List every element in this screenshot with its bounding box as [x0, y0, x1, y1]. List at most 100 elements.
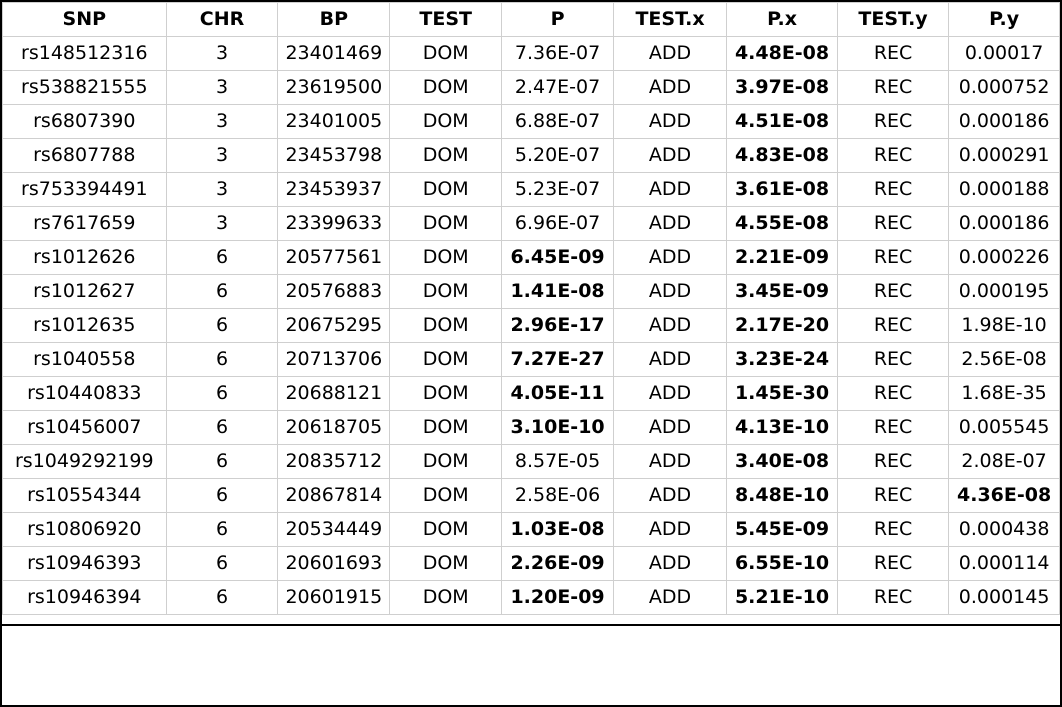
table-cell-test: DOM [389, 206, 503, 241]
table-cell-p: 1.20E-09 [501, 580, 614, 615]
table-cell-test-y: REC [836, 274, 950, 309]
table-cell-test-y: REC [836, 36, 950, 71]
table-row: rs1049292199 6 20835712 DOM 8.57E-05 ADD 3.40E… [2, 444, 1060, 479]
table-cell-p-y: 1.68E-35 [948, 376, 1060, 411]
table-cell-p-y: 0.000186 [948, 104, 1060, 139]
table-cell-p-x: 3.61E-08 [726, 172, 838, 207]
table-cell-test-y: REC [836, 342, 950, 377]
table-cell-p: 6.88E-07 [501, 104, 614, 139]
table-cell-test: DOM [389, 308, 503, 343]
table-cell-chr: 6 [165, 274, 279, 309]
table-cell-test: DOM [389, 138, 503, 173]
column-header-bp: BP [277, 2, 391, 37]
table-cell-chr: 3 [165, 206, 279, 241]
table-cell-test: DOM [389, 376, 503, 411]
table-cell-snp: rs10946394 [2, 580, 167, 615]
table-cell-test-x: ADD [612, 138, 728, 173]
table-cell-test-x: ADD [612, 376, 728, 411]
table-body: rs148512316 3 23401469 DOM 7.36E-07 ADD 4.48E-… [2, 36, 1060, 615]
table-cell-test-x: ADD [612, 172, 728, 207]
table-cell-p-x: 4.48E-08 [726, 36, 838, 71]
column-header-p: P [501, 2, 614, 37]
table-cell-p: 1.03E-08 [501, 512, 614, 547]
column-header-test-y: TEST.y [836, 2, 950, 37]
table-cell-p-x: 4.13E-10 [726, 410, 838, 445]
table-cell-test-y: REC [836, 376, 950, 411]
table-cell-test-x: ADD [612, 104, 728, 139]
table-cell-test-y: REC [836, 410, 950, 445]
table-cell-test: DOM [389, 70, 503, 105]
table-cell-test-x: ADD [612, 274, 728, 309]
table-cell-test-x: ADD [612, 342, 728, 377]
table-cell-bp: 20618705 [277, 410, 391, 445]
table-cell-bp: 20601693 [277, 546, 391, 581]
table-cell-p-x: 3.40E-08 [726, 444, 838, 479]
table-cell-test-x: ADD [612, 410, 728, 445]
table-row: rs1040558 6 20713706 DOM 7.27E-27 ADD 3.23E-24… [2, 342, 1060, 377]
table-cell-test-x: ADD [612, 206, 728, 241]
table-cell-test: DOM [389, 36, 503, 71]
table-cell-test-x: ADD [612, 444, 728, 479]
table-cell-p-y: 0.00017 [948, 36, 1060, 71]
table-cell-test: DOM [389, 512, 503, 547]
table-row: rs1012635 6 20675295 DOM 2.96E-17 ADD 2.17E-20… [2, 308, 1060, 343]
table-cell-p-y: 0.000226 [948, 240, 1060, 275]
table-cell-test: DOM [389, 274, 503, 309]
table-cell-test-y: REC [836, 172, 950, 207]
table-cell-chr: 6 [165, 410, 279, 445]
table-cell-test-x: ADD [612, 240, 728, 275]
table-cell-snp: rs10440833 [2, 376, 167, 411]
table-cell-test-y: REC [836, 240, 950, 275]
table-cell-snp: rs6807390 [2, 104, 167, 139]
table-cell-test-x: ADD [612, 580, 728, 615]
table-cell-test-y: REC [836, 478, 950, 513]
table-row: rs1012627 6 20576883 DOM 1.41E-08 ADD 3.45E-09… [2, 274, 1060, 309]
table-cell-snp: rs148512316 [2, 36, 167, 71]
table-cell-chr: 6 [165, 376, 279, 411]
column-header-p-y: P.y [948, 2, 1060, 37]
table-cell-test: DOM [389, 478, 503, 513]
table-cell-bp: 20688121 [277, 376, 391, 411]
snp-results-table: SNP CHR BP TEST P TEST.x P.x TEST.y P.y rs148512… [2, 2, 1060, 615]
table-cell-test: DOM [389, 104, 503, 139]
table-cell-p-x: 4.51E-08 [726, 104, 838, 139]
table-cell-p: 4.05E-11 [501, 376, 614, 411]
table-cell-snp: rs10946393 [2, 546, 167, 581]
table-cell-test-y: REC [836, 104, 950, 139]
table-cell-p-x: 4.55E-08 [726, 206, 838, 241]
table-cell-test-y: REC [836, 580, 950, 615]
table-cell-p-x: 2.21E-09 [726, 240, 838, 275]
table-header-row: SNP CHR BP TEST P TEST.x P.x TEST.y P.y [2, 2, 1060, 37]
table-cell-p-y: 4.36E-08 [948, 478, 1060, 513]
table-row: rs753394491 3 23453937 DOM 5.23E-07 ADD 3.61E-… [2, 172, 1060, 207]
column-header-p-x: P.x [726, 2, 838, 37]
table-cell-snp: rs1012635 [2, 308, 167, 343]
table-cell-bp: 23453937 [277, 172, 391, 207]
table-cell-bp: 20576883 [277, 274, 391, 309]
table-cell-test-x: ADD [612, 36, 728, 71]
table-cell-bp: 20675295 [277, 308, 391, 343]
table-cell-p: 3.10E-10 [501, 410, 614, 445]
table-cell-p: 2.47E-07 [501, 70, 614, 105]
table-cell-bp: 23401469 [277, 36, 391, 71]
table-cell-p: 7.27E-27 [501, 342, 614, 377]
table-cell-p-y: 0.000438 [948, 512, 1060, 547]
table-cell-p: 7.36E-07 [501, 36, 614, 71]
table-row: rs6807788 3 23453798 DOM 5.20E-07 ADD 4.83E-08… [2, 138, 1060, 173]
table-cell-p-y: 1.98E-10 [948, 308, 1060, 343]
table-cell-p: 5.20E-07 [501, 138, 614, 173]
table-cell-p-x: 3.45E-09 [726, 274, 838, 309]
table-cell-p-y: 0.000145 [948, 580, 1060, 615]
table-cell-test-y: REC [836, 206, 950, 241]
table-cell-test-y: REC [836, 444, 950, 479]
table-cell-p: 2.58E-06 [501, 478, 614, 513]
table-cell-chr: 3 [165, 104, 279, 139]
table-cell-test: DOM [389, 172, 503, 207]
table-cell-snp: rs1012626 [2, 240, 167, 275]
table-cell-test: DOM [389, 240, 503, 275]
table-cell-p-y: 0.000186 [948, 206, 1060, 241]
table-cell-p-y: 2.56E-08 [948, 342, 1060, 377]
table-row: rs538821555 3 23619500 DOM 2.47E-07 ADD 3.97E-… [2, 70, 1060, 105]
table-cell-chr: 6 [165, 512, 279, 547]
table-cell-snp: rs1012627 [2, 274, 167, 309]
